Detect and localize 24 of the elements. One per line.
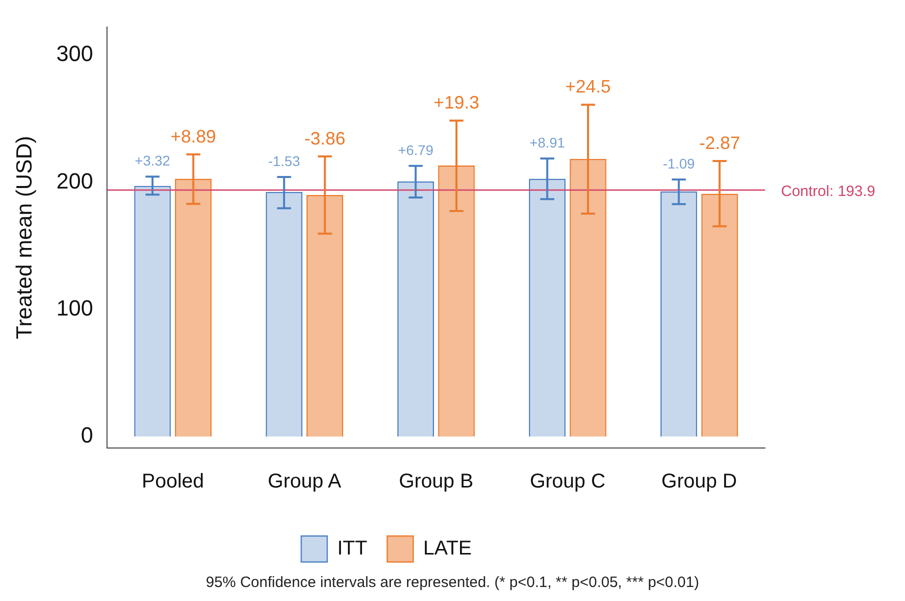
y-axis-title: Treated mean (USD) [11,136,36,340]
x-tick-label: Group B [398,470,474,493]
legend-label: LATE [423,538,472,560]
x-tick-label: Pooled [142,470,204,493]
annotation: +3.32 [134,152,170,168]
y-tick-label: 100 [56,295,94,320]
y-tick-label: 300 [56,41,94,66]
text: 95% Confidence intervals are represented. (* p<0.1, ** p<0.05, *** p<0.01) [204,574,700,591]
annotation: +8.89 [170,126,216,146]
annotation: +6.79 [398,142,434,158]
annotation: -1.09 [662,155,695,172]
x-tick-label: Group C [530,470,606,493]
y-tick-label: 0 [80,422,94,448]
annotation: +19.3 [434,92,480,113]
ref-line-label: Control: 193.9 [781,183,876,200]
annotation: +24.5 [565,76,611,97]
annotation: +8.91 [530,134,566,150]
legend-label: ITT [337,538,368,560]
annotation: -3.86 [304,128,346,148]
y-tick-label: 200 [56,168,94,194]
x-tick-label: Group A [268,470,342,493]
annotation: -2.87 [699,132,740,153]
annotation: -1.53 [268,152,300,169]
x-tick-label: Group D [661,470,738,493]
